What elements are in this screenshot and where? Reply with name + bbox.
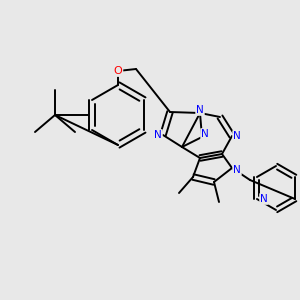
Text: N: N	[154, 130, 162, 140]
Text: N: N	[196, 105, 204, 115]
Text: N: N	[233, 131, 241, 141]
Text: N: N	[260, 194, 268, 204]
Text: O: O	[114, 66, 122, 76]
Text: N: N	[233, 165, 241, 175]
Text: N: N	[201, 129, 209, 139]
